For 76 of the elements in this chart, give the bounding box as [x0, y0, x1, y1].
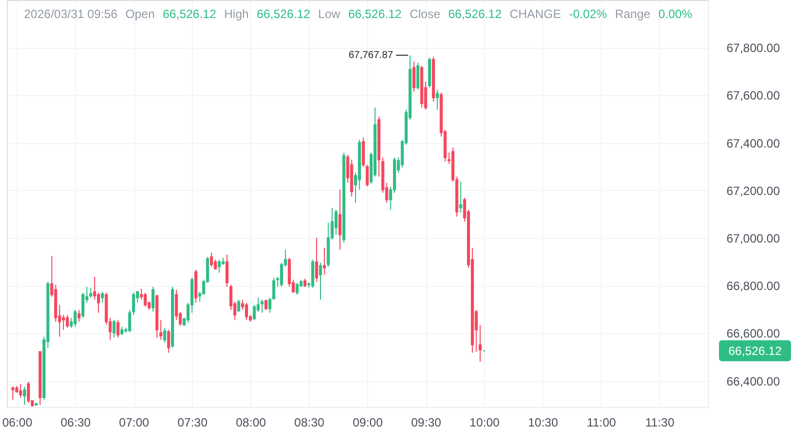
candlestick [214, 259, 217, 270]
x-tick-label: 09:00 [352, 416, 384, 430]
annotation: 66,526.12 [256, 7, 311, 21]
candlestick [296, 282, 299, 296]
y-tick-label: 67,600.00 [726, 88, 780, 103]
candlestick [416, 62, 420, 90]
y-tick-label: 67,200.00 [726, 184, 780, 198]
candlestick [412, 61, 416, 92]
candlestick [97, 292, 100, 314]
x-tick-label: 06:30 [60, 416, 91, 430]
annotation: High [224, 7, 249, 21]
annotation: 2026/03/31 09:56 [24, 7, 118, 21]
annotation: Close [410, 7, 441, 21]
candlestick [210, 252, 213, 268]
candlestick [280, 262, 284, 288]
candlestick [144, 292, 147, 308]
candlestick [272, 277, 276, 300]
x-tick-label: 08:30 [294, 416, 325, 430]
candlestick [112, 319, 116, 338]
annotation: -0.02% [568, 7, 608, 21]
y-tick-label: 66,800.00 [726, 279, 780, 294]
annotation: Open [125, 7, 155, 21]
annotation: Range [614, 7, 651, 21]
candlestick [100, 291, 104, 304]
candlestick [459, 181, 462, 214]
text: 66,526.12 [728, 344, 782, 358]
candlestick [436, 89, 439, 110]
y-tick-label: 67,000.00 [726, 232, 780, 246]
x-tick-label: 09:30 [411, 416, 442, 430]
candlestick [322, 247, 326, 276]
candlestick [74, 309, 77, 328]
x-tick-label: 10:00 [470, 416, 500, 430]
candlestick [11, 386, 14, 400]
candlestick [338, 189, 342, 250]
candlestick [226, 254, 229, 288]
x-tick-label: 07:30 [177, 416, 208, 430]
candlestick [315, 237, 318, 282]
annotation: 0.00% [658, 7, 693, 21]
candlestick [62, 314, 65, 330]
x-tick-label: 07:00 [119, 416, 150, 430]
candlestick [23, 386, 26, 406]
candlestick [260, 299, 264, 314]
y-tick-label: 66,400.00 [726, 374, 780, 388]
candlestick [81, 292, 84, 318]
candlestick [19, 383, 22, 398]
candlestick [26, 381, 30, 404]
candlestick [264, 299, 268, 310]
annotation: CHANGE [510, 7, 561, 21]
x-tick-label: 11:30 [645, 416, 675, 430]
candlestick [218, 259, 221, 274]
candlestick [116, 319, 120, 338]
annotation: 67,767.87 [348, 50, 394, 62]
candlestick [245, 302, 248, 320]
candlestick [152, 286, 155, 312]
candlestick [334, 209, 338, 236]
candlestick [268, 297, 272, 314]
candlestick [78, 309, 81, 322]
y-tick-label: 67,800.00 [726, 41, 780, 56]
x-tick-label: 08:00 [236, 416, 266, 430]
annotation: 66,526.12 [348, 7, 402, 21]
candlestick [93, 276, 96, 300]
candlestick [237, 299, 240, 312]
x-tick-label: 11:00 [586, 416, 616, 430]
x-tick-label: 06:00 [2, 416, 33, 430]
candlestick [159, 319, 162, 340]
candlestick [167, 329, 170, 354]
candlestick [319, 262, 322, 300]
candlestick [174, 289, 178, 320]
candlestick [66, 314, 69, 328]
x-tick-label: 10:30 [528, 416, 558, 430]
candlestick [163, 327, 166, 344]
y-tick-label: 66,600.00 [726, 326, 780, 341]
annotation: Low [318, 7, 341, 21]
annotation: 66,526.12 [162, 7, 216, 21]
y-tick-label: 67,400.00 [726, 136, 780, 150]
annotation: 66,526.12 [448, 7, 502, 21]
